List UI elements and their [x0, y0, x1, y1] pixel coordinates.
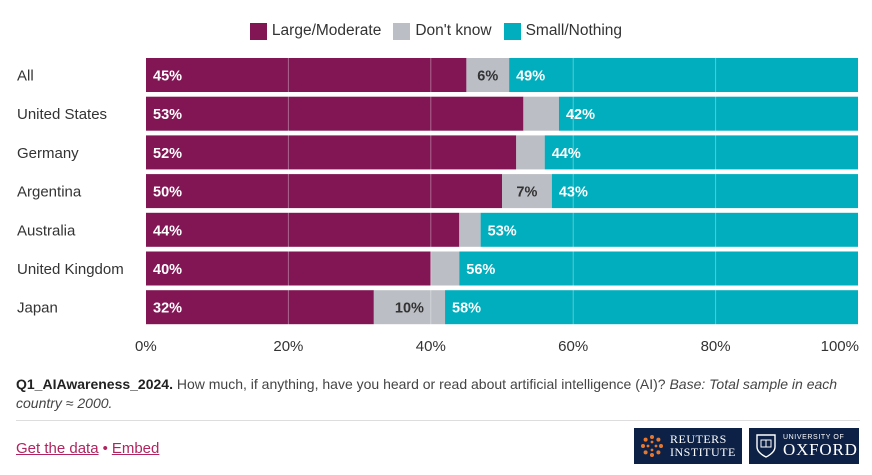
legend-item: Small/Nothing — [503, 22, 623, 40]
bar-segment — [373, 290, 446, 325]
category-label: United States — [17, 106, 107, 123]
bar-segment — [445, 290, 858, 325]
x-tick-label: 80% — [701, 338, 731, 355]
legend-swatch — [393, 22, 411, 40]
data-label: 44% — [153, 223, 182, 239]
bar-segment — [459, 212, 481, 247]
oxford-small-text: UNIVERSITY OF — [783, 434, 845, 441]
data-label: 42% — [566, 107, 595, 123]
legend-label: Large/Moderate — [271, 22, 382, 39]
chart-legend: Large/Moderate Don't know Small/Nothing — [0, 20, 872, 42]
bar-segment — [509, 58, 858, 92]
category-label: Australia — [17, 222, 76, 239]
data-label: 44% — [552, 146, 581, 162]
get-the-data-link[interactable]: Get the data — [16, 440, 99, 457]
x-tick-label: 20% — [273, 338, 303, 355]
bar-segment — [551, 174, 858, 209]
category-label: Argentina — [17, 184, 82, 201]
legend-item: Large/Moderate — [249, 22, 382, 40]
x-tick-label: 40% — [416, 338, 446, 355]
bar-segment — [146, 212, 460, 247]
oxford-wordmark: UNIVERSITY OF OXFORD — [783, 434, 858, 458]
question-text: How much, if anything, have you heard or… — [172, 376, 670, 392]
link-separator: • — [102, 440, 108, 457]
bar-segment — [544, 135, 858, 170]
university-of-oxford-logo[interactable]: UNIVERSITY OF OXFORD — [749, 428, 859, 464]
category-label: United Kingdom — [17, 261, 124, 278]
data-label: 7% — [516, 185, 537, 201]
x-tick-label: 0% — [135, 338, 157, 355]
x-tick-label: 60% — [558, 338, 588, 355]
category-label: All — [17, 68, 34, 85]
data-label: 6% — [477, 69, 498, 85]
bar-segment — [146, 290, 374, 325]
legend-label: Small/Nothing — [525, 22, 623, 39]
stacked-bar-chart: All 45% 6% 49% United States 53% 42% Germany 52%… — [17, 56, 859, 355]
reuters-dots-icon — [641, 435, 663, 457]
reuters-line2: INSTITUTE — [670, 445, 736, 459]
bar-segment — [516, 135, 545, 170]
bar-segment — [146, 58, 467, 92]
x-tick-label: 100% — [821, 338, 859, 355]
data-label: 10% — [395, 301, 424, 317]
bar-segment — [466, 58, 510, 92]
footer-divider — [16, 420, 860, 421]
legend-item: Don't know — [393, 22, 492, 40]
data-label: 50% — [153, 185, 182, 201]
bar-segment — [430, 251, 460, 286]
category-label: Germany — [17, 145, 79, 162]
data-label: 52% — [153, 146, 182, 162]
legend-swatch — [249, 22, 267, 40]
reuters-line1: REUTERS — [670, 432, 727, 446]
data-label: 40% — [153, 262, 182, 278]
bar-segment — [146, 251, 431, 286]
bar-segment — [480, 212, 858, 247]
reuters-wordmark: REUTERS INSTITUTE — [670, 433, 736, 459]
bar-segment — [459, 251, 858, 286]
bar-segment — [523, 96, 559, 131]
data-label: 45% — [153, 69, 182, 85]
data-label: 58% — [452, 301, 481, 317]
category-label: Japan — [17, 300, 58, 317]
footer-links: Get the data • Embed — [16, 440, 159, 457]
base-note: Base: Total sample in each country ≈ 200… — [16, 376, 838, 411]
bar-segment — [146, 135, 517, 170]
reuters-institute-logo[interactable]: REUTERS INSTITUTE — [634, 428, 742, 464]
legend-swatch — [503, 22, 521, 40]
bar-segment — [502, 174, 552, 209]
data-label: 56% — [466, 262, 495, 278]
data-label: 32% — [153, 301, 182, 317]
data-label: 53% — [153, 107, 182, 123]
oxford-crest-icon — [756, 434, 776, 458]
question-code: Q1_AIAwareness_2024. — [16, 376, 173, 392]
bar-segment — [146, 174, 502, 209]
legend-label: Don't know — [415, 22, 492, 39]
data-label: 49% — [516, 69, 545, 85]
data-label: 53% — [488, 223, 517, 239]
bar-segment — [558, 96, 858, 131]
chart-footnote: Q1_AIAwareness_2024. How much, if anythi… — [16, 375, 861, 413]
bar-segment — [146, 96, 524, 131]
data-label: 43% — [559, 185, 588, 201]
oxford-big-text: OXFORD — [783, 440, 858, 459]
embed-link[interactable]: Embed — [111, 440, 160, 457]
